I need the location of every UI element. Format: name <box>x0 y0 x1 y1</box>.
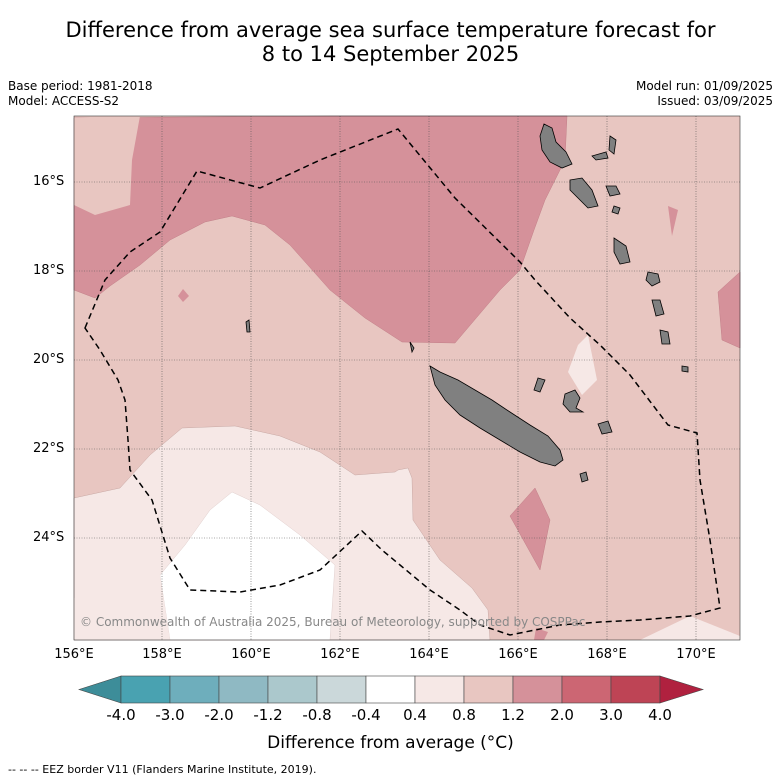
colorbar-tick-label: 0.8 <box>452 706 476 724</box>
colorbar-bin <box>316 675 367 704</box>
colorbar-extension-high <box>659 675 705 704</box>
colorbar-bin <box>169 675 220 704</box>
map-frame <box>73 115 741 641</box>
anomaly-patch-cool <box>568 335 597 395</box>
title-line-1: Difference from average sea surface temp… <box>65 18 716 42</box>
gridlines <box>74 116 740 640</box>
lon-label: 170°E <box>676 647 716 662</box>
malekula-island <box>569 177 599 209</box>
ouvea-island <box>533 377 546 393</box>
lat-label: 22°S <box>33 441 65 456</box>
meta-left: Base period: 1981-2018 Model: ACCESS-S2 <box>8 79 153 109</box>
anomaly-region-0-4-low <box>74 575 170 640</box>
colorbar-bin <box>120 675 171 704</box>
anomaly-patch-small-east <box>668 206 678 236</box>
meta-right: Model run: 01/09/2025 Issued: 03/09/2025 <box>636 79 773 109</box>
colorbar-bin <box>610 675 661 704</box>
colorbar-bin <box>267 675 318 704</box>
figure-title: Difference from average sea surface temp… <box>0 18 781 66</box>
lon-label: 156°E <box>54 647 94 662</box>
anomaly-patch-bottom <box>534 628 548 640</box>
copyright-text: © Commonwealth of Australia 2025, Bureau… <box>80 615 586 629</box>
lon-label: 162°E <box>320 647 360 662</box>
mare-island <box>597 420 613 435</box>
lat-label: 16°S <box>33 174 65 189</box>
ile-des-pins-island <box>579 471 589 483</box>
lon-label: 164°E <box>409 647 449 662</box>
lon-label: 166°E <box>498 647 538 662</box>
efate-island <box>613 237 631 265</box>
colorbar-tick-label: -1.2 <box>253 706 283 724</box>
colorbar-tick-label: 0.4 <box>403 706 427 724</box>
new-caledonia-island <box>429 365 564 467</box>
model-text: Model: ACCESS-S2 <box>8 94 120 108</box>
colorbar-tick-label: 1.2 <box>501 706 525 724</box>
colorbar <box>78 675 705 704</box>
espiritu-santo-island <box>539 123 573 169</box>
model-run-text: Model run: 01/09/2025 <box>635 79 773 93</box>
colorbar-tick-label: -0.8 <box>302 706 332 724</box>
ambae-island <box>591 151 609 161</box>
lat-label: 18°S <box>33 263 65 278</box>
base-period-text: Base period: 1981-2018 <box>8 79 153 93</box>
belep-island <box>409 341 415 354</box>
anomaly-region-1-2-to-2-0 <box>73 115 568 344</box>
epi-island <box>611 205 621 215</box>
colorbar-tick-label: 4.0 <box>648 706 672 724</box>
colorbar-tick-label: -4.0 <box>106 706 136 724</box>
anomaly-patch-small-west <box>178 289 189 302</box>
title-line-2: 8 to 14 September 2025 <box>261 42 520 66</box>
lon-label: 158°E <box>142 647 182 662</box>
colorbar-tick-label: 2.0 <box>550 706 574 724</box>
colorbar-bin <box>561 675 612 704</box>
issued-text: Issued: 03/09/2025 <box>657 94 773 108</box>
lat-label: 20°S <box>33 352 65 367</box>
colorbar-tick-label: -3.0 <box>155 706 185 724</box>
lifou-island <box>562 389 585 413</box>
erromango-island <box>645 271 661 287</box>
colorbar-title: Difference from average (°C) <box>267 733 514 753</box>
colorbar-tick-label: -2.0 <box>204 706 234 724</box>
colorbar-bin <box>463 675 514 704</box>
walpole-island <box>681 365 689 373</box>
eez-border <box>84 128 721 636</box>
tanna-island <box>651 299 665 317</box>
colorbar-bin <box>365 675 416 704</box>
pentecost-island <box>608 135 617 155</box>
anomaly-region-0-4-bottom-right <box>640 616 740 640</box>
lon-label: 160°E <box>231 647 271 662</box>
lat-label: 24°S <box>33 530 65 545</box>
colorbar-bin <box>512 675 563 704</box>
chesterfield-island <box>245 319 251 333</box>
colorbar-extension-low <box>78 675 122 704</box>
colorbar-bin <box>414 675 465 704</box>
colorbar-tick-label: 3.0 <box>599 706 623 724</box>
eez-legend-text: -- -- -- EEZ border V11 (Flanders Marine… <box>8 763 317 776</box>
lon-label: 168°E <box>587 647 627 662</box>
land <box>245 123 689 483</box>
anomaly-region-below-0-4 <box>159 491 336 641</box>
colorbar-bin <box>218 675 269 704</box>
anomaly-region-1-2-top-left <box>74 116 140 215</box>
ambrym-island <box>605 185 621 197</box>
aneityum-island <box>659 329 671 345</box>
anomaly-patch-south <box>509 487 551 571</box>
colorbar-tick-label: -0.4 <box>351 706 381 724</box>
